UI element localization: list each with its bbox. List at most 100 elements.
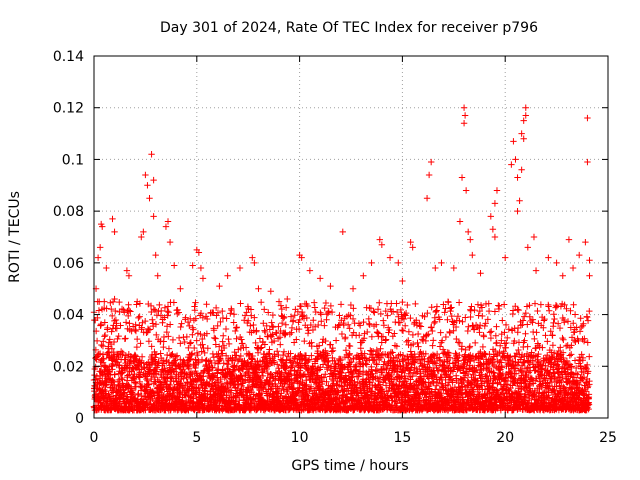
data-point-bulk: [231, 348, 238, 356]
data-point-bulk: [163, 381, 171, 388]
data-point-bulk: [230, 311, 238, 318]
data-point-bulk: [256, 335, 264, 342]
data-point-bulk: [232, 324, 240, 332]
data-point-bulk: [376, 299, 383, 306]
data-point-bulk: [134, 391, 142, 399]
data-point-bulk: [250, 321, 257, 329]
data-point-bulk: [430, 319, 438, 327]
data-point-bulk: [103, 305, 110, 312]
data-point-bulk: [129, 387, 137, 394]
data-point-bulk: [186, 356, 194, 363]
data-point-bulk: [94, 314, 101, 322]
data-point-bulk: [448, 304, 455, 311]
data-point-bulk: [107, 299, 114, 306]
data-point-bulk: [113, 325, 121, 332]
data-point-bulk: [119, 349, 126, 357]
data-point-bulk: [109, 298, 117, 306]
data-point-bulk: [126, 320, 133, 327]
data-point-bulk: [342, 347, 350, 354]
data-point-bulk: [141, 317, 149, 325]
data-point-bulk: [485, 300, 492, 307]
data-point-bulk: [181, 338, 188, 346]
data-point-bulk: [268, 319, 275, 326]
data-point-bulk: [249, 352, 256, 360]
data-point-bulk: [148, 343, 155, 350]
data-point-bulk: [185, 365, 193, 372]
data-point-bulk: [393, 300, 400, 307]
data-point-bulk: [310, 299, 318, 306]
data-point-bulk: [455, 299, 463, 306]
data-point-bulk: [160, 333, 168, 341]
data-point-bulk: [93, 337, 101, 345]
data-point-bulk: [121, 389, 128, 396]
data-point-bulk: [469, 322, 477, 330]
data-point-bulk: [186, 322, 193, 330]
data-point-bulk: [182, 391, 190, 399]
data-point-bulk: [237, 345, 244, 352]
data-point-bulk: [225, 335, 232, 343]
data-point-bulk: [118, 305, 126, 313]
data-point-bulk: [214, 360, 222, 367]
data-point-bulk: [195, 357, 202, 365]
data-point-bulk: [475, 312, 482, 319]
data-point-bulk: [172, 353, 180, 360]
data-point-bulk: [192, 315, 199, 322]
data-point-bulk: [132, 327, 140, 335]
data-point-bulk: [498, 330, 505, 338]
data-point-bulk: [111, 371, 119, 378]
data-point-bulk: [191, 307, 199, 314]
data-point-bulk: [219, 350, 226, 357]
data-point-bulk: [304, 330, 312, 337]
data-point-bulk: [227, 387, 235, 394]
data-point-bulk: [346, 342, 354, 350]
data-point-bulk: [108, 328, 115, 335]
data-point-bulk: [118, 374, 125, 382]
data-point-bulk: [237, 300, 244, 307]
data-point-bulk: [101, 331, 109, 339]
data-point-bulk: [500, 301, 508, 308]
data-point-bulk: [106, 336, 113, 343]
data-point-bulk: [416, 322, 423, 330]
data-point-bulk: [366, 321, 373, 328]
data-point-bulk: [141, 365, 148, 372]
data-point-bulk: [212, 304, 220, 312]
data-point-bulk: [332, 337, 340, 344]
data-point-bulk: [116, 298, 123, 306]
data-point-bulk: [152, 321, 160, 328]
data-point-bulk: [392, 318, 399, 326]
data-point-bulk: [338, 330, 346, 338]
data-point-bulk: [258, 344, 265, 351]
data-point-bulk: [237, 387, 244, 394]
data-point-bulk: [414, 330, 422, 338]
data-point-bulk: [228, 306, 235, 314]
data-point-bulk: [183, 333, 191, 341]
data-point-bulk: [210, 327, 218, 334]
data-point-bulk: [166, 321, 174, 328]
data-point-bulk: [430, 337, 437, 344]
data-point-bulk: [429, 342, 436, 349]
data-point-bulk: [145, 381, 153, 388]
data-point-bulk: [442, 333, 450, 341]
data-point-bulk: [247, 322, 254, 329]
data-point-bulk: [531, 300, 539, 307]
data-point-bulk: [156, 301, 163, 309]
data-point-bulk: [191, 344, 198, 352]
data-point-bulk: [170, 299, 178, 306]
data-point-bulk: [153, 369, 160, 377]
data-point-bulk: [356, 331, 363, 339]
data-point-bulk: [104, 324, 111, 332]
data-point-bulk: [122, 362, 130, 369]
data-point-bulk: [505, 326, 512, 333]
data-point-bulk: [480, 333, 488, 340]
data-point-bulk: [428, 304, 435, 311]
data-point-bulk: [377, 310, 385, 318]
data-point-bulk: [433, 303, 441, 310]
data-point-bulk: [474, 301, 482, 308]
data-point-bulk: [471, 339, 479, 347]
data-point-bulk: [257, 298, 265, 306]
data-point-bulk: [382, 336, 390, 343]
data-point-bulk: [417, 323, 425, 330]
data-points: [90, 104, 593, 414]
data-point-bulk: [412, 300, 419, 308]
